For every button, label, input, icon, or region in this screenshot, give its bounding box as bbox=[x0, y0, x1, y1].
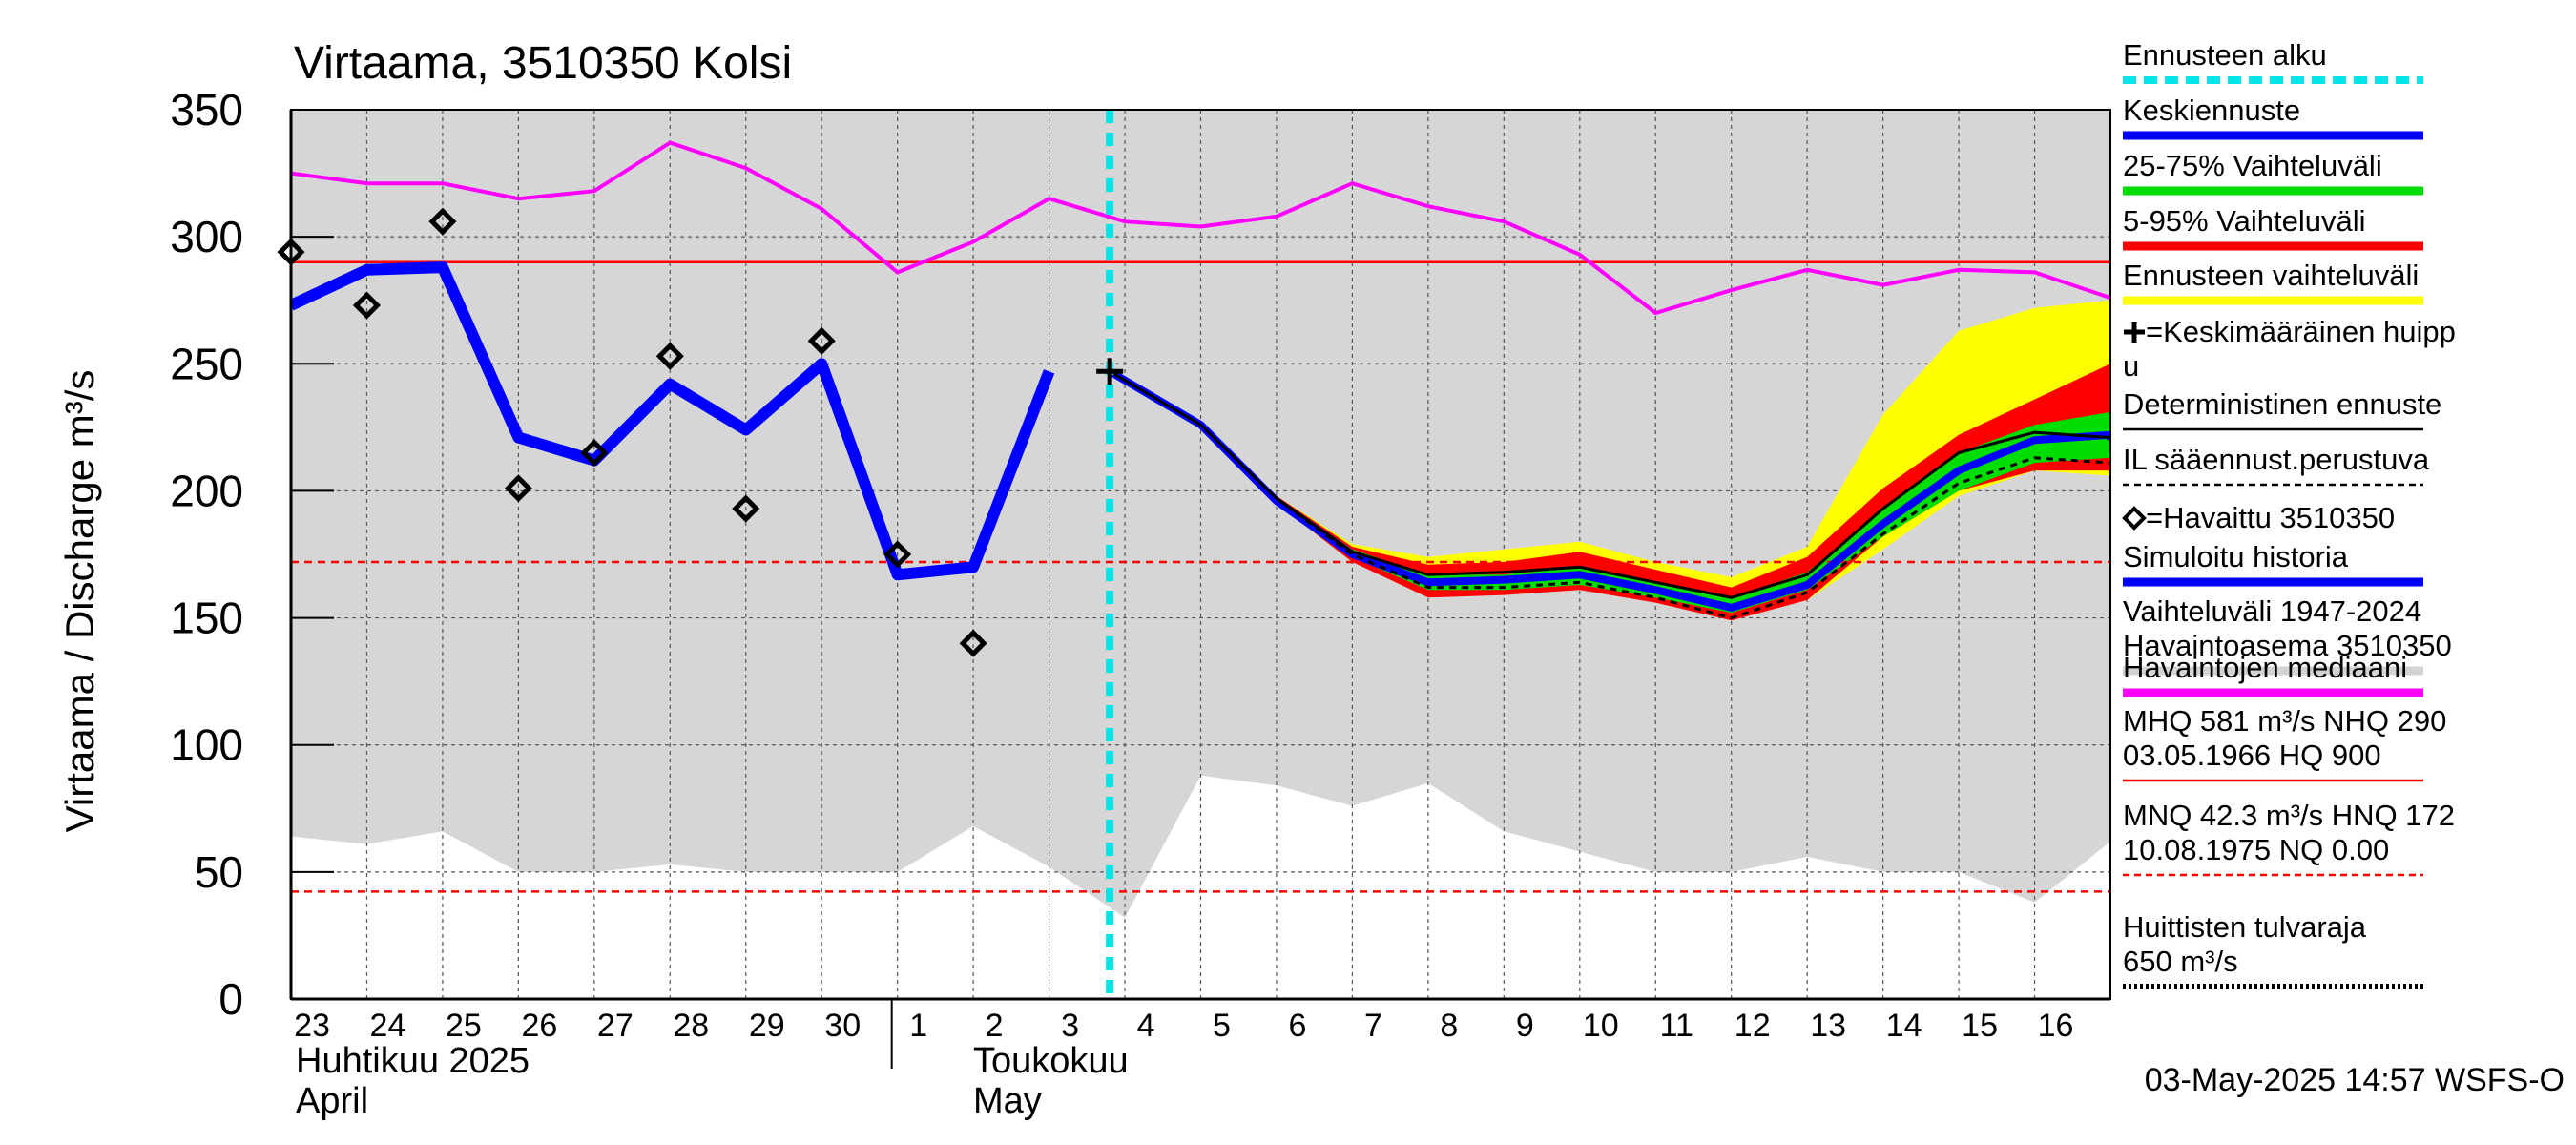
x-tick-label: 11 bbox=[1660, 1008, 1693, 1044]
y-tick-label: 350 bbox=[170, 85, 243, 135]
y-tick-label: 50 bbox=[195, 847, 243, 897]
observed-point bbox=[732, 494, 760, 523]
x-tick-label: 2 bbox=[986, 1008, 1004, 1044]
x-tick-label: 3 bbox=[1061, 1008, 1079, 1044]
observed-point bbox=[655, 342, 684, 370]
legend-observed-symbol bbox=[2122, 506, 2147, 531]
legend-label-2: 10.08.1975 NQ 0.00 bbox=[2123, 833, 2389, 866]
x-tick-label: 10 bbox=[1583, 1008, 1619, 1044]
chart-title: Virtaama, 3510350 Kolsi bbox=[294, 38, 792, 89]
observed-point bbox=[504, 474, 532, 503]
x-tick-label: 6 bbox=[1288, 1008, 1306, 1044]
observed-point bbox=[352, 291, 381, 320]
y-axis-label: Virtaama / Discharge m³/s bbox=[57, 370, 102, 833]
y-tick-label: 300 bbox=[170, 212, 243, 261]
legend-label: IL sääennust.perustuva bbox=[2123, 443, 2430, 476]
x-tick-label: 16 bbox=[2038, 1008, 2074, 1044]
x-tick-label: 13 bbox=[1810, 1008, 1846, 1044]
x-tick-label: 23 bbox=[294, 1008, 330, 1044]
y-tick-label: 0 bbox=[218, 974, 243, 1024]
x-tick-label: 5 bbox=[1213, 1008, 1231, 1044]
x-tick-label: 30 bbox=[824, 1008, 861, 1044]
legend-label-2: u bbox=[2123, 349, 2139, 383]
legend-label: 5-95% Vaihteluväli bbox=[2123, 204, 2365, 238]
mean-peak-marker bbox=[1096, 358, 1124, 385]
simulated-history-line bbox=[291, 261, 1055, 581]
legend-label-2: 03.05.1966 HQ 900 bbox=[2123, 739, 2381, 772]
x-tick-label: 29 bbox=[749, 1008, 785, 1044]
range-25-75-band bbox=[1110, 371, 2110, 614]
forecast-mean-line bbox=[1108, 367, 2110, 612]
legend-label: =Keskimääräinen huipp bbox=[2146, 315, 2456, 348]
legend-label: Huittisten tulvaraja bbox=[2123, 910, 2367, 944]
month-label-fi: Huhtikuu 2025 bbox=[296, 1041, 530, 1081]
x-tick-label: 27 bbox=[597, 1008, 634, 1044]
legend-label: MNQ 42.3 m³/s HNQ 172 bbox=[2123, 799, 2455, 832]
legend-label-2: Havaintoasema 3510350 bbox=[2123, 629, 2452, 662]
legend-label: Ennusteen alku bbox=[2123, 38, 2327, 72]
legend-peak-symbol bbox=[2124, 322, 2145, 343]
x-tick-label: 14 bbox=[1886, 1008, 1922, 1044]
x-tick-label: 1 bbox=[909, 1008, 927, 1044]
x-tick-label: 15 bbox=[1962, 1008, 1998, 1044]
x-tick-label: 25 bbox=[446, 1008, 482, 1044]
legend-label: MHQ 581 m³/s NHQ 290 bbox=[2123, 704, 2446, 738]
observed-point bbox=[883, 540, 912, 569]
x-tick-label: 24 bbox=[370, 1008, 406, 1044]
x-tick-label: 9 bbox=[1516, 1008, 1534, 1044]
x-tick-label: 4 bbox=[1137, 1008, 1155, 1044]
legend-label: Havaintojen mediaani bbox=[2123, 651, 2407, 684]
legend-label: Keskiennuste bbox=[2123, 94, 2300, 127]
x-tick-label: 26 bbox=[521, 1008, 557, 1044]
y-tick-label: 150 bbox=[170, 593, 243, 643]
timestamp: 03-May-2025 14:57 WSFS-O bbox=[2145, 1062, 2565, 1098]
x-tick-label: 8 bbox=[1440, 1008, 1458, 1044]
y-tick-label: 250 bbox=[170, 339, 243, 388]
legend-label: Vaihteluväli 1947-2024 bbox=[2123, 594, 2421, 628]
x-tick-label: 28 bbox=[673, 1008, 709, 1044]
legend-label: 25-75% Vaihteluväli bbox=[2123, 149, 2382, 182]
legend-label: Simuloitu historia bbox=[2123, 540, 2349, 573]
observed-point bbox=[580, 438, 609, 468]
legend-label-2: 650 m³/s bbox=[2123, 945, 2238, 978]
x-tick-label: 12 bbox=[1735, 1008, 1771, 1044]
legend: Ennusteen alku Keskiennuste 25-75% Vaihtel… bbox=[2122, 38, 2456, 989]
plot-area bbox=[277, 110, 2110, 999]
observed-point bbox=[807, 326, 836, 355]
legend-label: Deterministinen ennuste bbox=[2123, 387, 2441, 421]
y-tick-label: 200 bbox=[170, 466, 243, 515]
month-label-en: May bbox=[973, 1081, 1042, 1121]
plot-content bbox=[291, 110, 2110, 999]
legend-label: =Havaittu 3510350 bbox=[2146, 501, 2395, 534]
legend-label: Ennusteen vaihteluväli bbox=[2123, 259, 2419, 292]
observed-point bbox=[428, 207, 457, 236]
y-tick-label: 100 bbox=[170, 720, 243, 770]
x-tick-label: 7 bbox=[1364, 1008, 1382, 1044]
observed-point bbox=[959, 629, 987, 657]
median-line bbox=[291, 140, 2110, 316]
month-label-fi: Toukokuu bbox=[973, 1041, 1129, 1081]
month-label-en: April bbox=[296, 1081, 368, 1121]
